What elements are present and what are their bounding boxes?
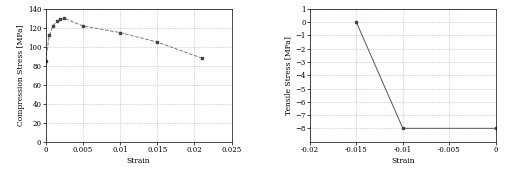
X-axis label: Strain: Strain [127,156,150,165]
Y-axis label: Tensile Stress [MPa]: Tensile Stress [MPa] [284,36,292,115]
Y-axis label: Compression Stress [MPa]: Compression Stress [MPa] [17,24,25,126]
X-axis label: Strain: Strain [390,156,414,165]
